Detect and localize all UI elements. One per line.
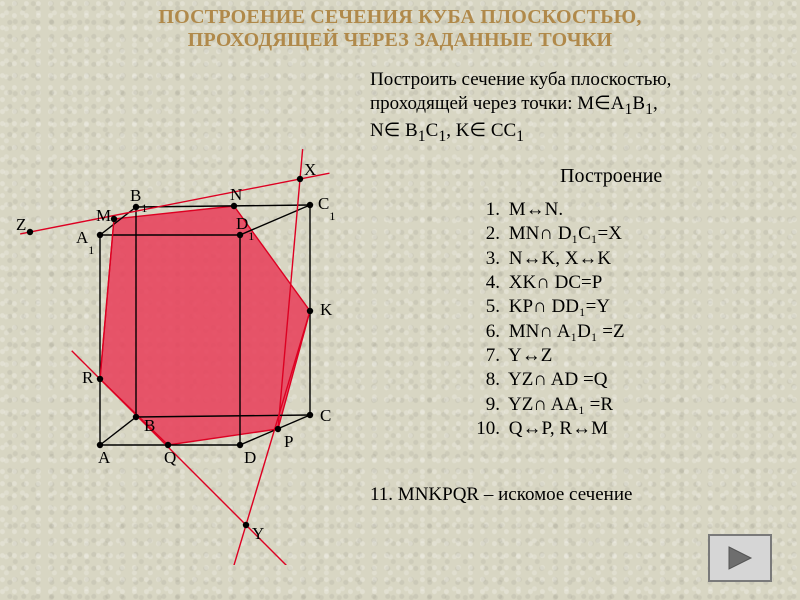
problem-statement: Построить сечение куба плоскостью, прохо…	[370, 68, 790, 147]
point-label-X: X	[304, 160, 316, 179]
step-text: Q↔P, R↔M	[504, 418, 608, 439]
construction-step: 2. MN∩ D₁C₁=X	[472, 222, 625, 246]
construction-step: 4. XK∩ DC=P	[472, 271, 625, 295]
point-X	[297, 176, 303, 182]
point-label-C1: C1	[318, 194, 335, 223]
point-C1	[307, 202, 313, 208]
problem-l3: N∈ B1C1, K∈ CC1	[370, 119, 790, 147]
step-number: 4.	[472, 271, 500, 295]
title-line1: ПОСТРОЕНИЕ СЕЧЕНИЯ КУБА ПЛОСКОСТЬЮ,	[158, 6, 641, 28]
step-number: 3.	[472, 247, 500, 271]
point-C	[307, 412, 313, 418]
point-label-R: R	[82, 368, 94, 387]
construction-step: 10. Q↔P, R↔M	[472, 417, 625, 441]
point-D	[237, 442, 243, 448]
problem-l1: Построить сечение куба плоскостью,	[370, 68, 790, 92]
construction-step: 5. KP∩ DD₁=Y	[472, 295, 625, 319]
point-A1	[97, 232, 103, 238]
point-label-Z: Z	[16, 215, 26, 234]
point-M	[111, 216, 117, 222]
point-label-N: N	[230, 185, 242, 204]
point-label-A1: A1	[76, 228, 94, 257]
construction-step: 6. MN∩ A₁D₁ =Z	[472, 320, 625, 344]
step-number: 10.	[472, 417, 500, 441]
point-R	[97, 376, 103, 382]
diagram-svg: ABCDA1B1C1D1MNXKPQRZY	[10, 135, 370, 565]
point-label-Y: Y	[252, 524, 264, 543]
construction-step: 9. YZ∩ AA₁ =R	[472, 393, 625, 417]
step-number: 7.	[472, 344, 500, 368]
construction-step: 1. M↔N.	[472, 198, 625, 222]
title-line2: ПРОХОДЯЩЕЙ ЧЕРЕЗ ЗАДАННЫЕ ТОЧКИ	[188, 29, 612, 51]
step-text: MN∩ A₁D₁ =Z	[504, 321, 625, 342]
cube-section-diagram: ABCDA1B1C1D1MNXKPQRZY	[10, 135, 370, 565]
step-number: 5.	[472, 295, 500, 319]
step-text: YZ∩ AA₁ =R	[504, 394, 613, 415]
problem-l2: проходящей через точки: M∈A1B1,	[370, 92, 790, 120]
point-label-C: C	[320, 406, 331, 425]
construction-steps: 1. M↔N.2. MN∩ D₁C₁=X3. N↔K, X↔K4. XK∩ DC…	[472, 198, 625, 441]
point-label-P: P	[284, 432, 293, 451]
step-number: 1.	[472, 198, 500, 222]
step-number: 2.	[472, 222, 500, 246]
point-label-D: D	[244, 448, 256, 467]
step-number: 6.	[472, 320, 500, 344]
construction-heading: Построение	[560, 165, 662, 188]
point-label-A: A	[98, 448, 111, 467]
construction-step: 3. N↔K, X↔K	[472, 247, 625, 271]
section-hexagon	[100, 206, 310, 445]
step-text: Y↔Z	[504, 345, 552, 366]
step-number: 9.	[472, 393, 500, 417]
point-K	[307, 308, 313, 314]
point-label-B: B	[144, 416, 155, 435]
construction-step-11: 11. MNKPQR – искомое сечение	[370, 484, 632, 506]
construction-step: 7. Y↔Z	[472, 344, 625, 368]
step-number: 8.	[472, 368, 500, 392]
step-text: N↔K, X↔K	[504, 248, 611, 269]
cube-edge	[100, 417, 136, 445]
step-text: YZ∩ AD =Q	[504, 369, 607, 390]
next-button[interactable]	[708, 534, 772, 582]
construction-step: 8. YZ∩ AD =Q	[472, 368, 625, 392]
step-text: MN∩ D₁C₁=X	[504, 223, 622, 244]
point-label-Q: Q	[164, 448, 176, 467]
step-text: M↔N.	[504, 199, 563, 220]
point-Z	[27, 229, 33, 235]
play-icon	[725, 545, 755, 571]
point-label-K: K	[320, 300, 333, 319]
point-label-M: M	[96, 206, 111, 225]
point-P	[275, 426, 281, 432]
point-Y	[243, 522, 249, 528]
step-text: XK∩ DC=P	[504, 272, 602, 293]
step-text: KP∩ DD₁=Y	[504, 296, 610, 317]
point-B	[133, 414, 139, 420]
